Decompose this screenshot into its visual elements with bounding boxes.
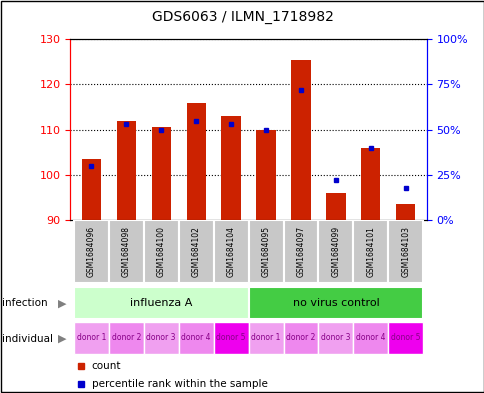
- Text: count: count: [91, 361, 121, 371]
- Bar: [283, 322, 318, 354]
- Bar: [186, 103, 205, 220]
- Text: donor 4: donor 4: [355, 334, 385, 342]
- Bar: [81, 159, 101, 220]
- Text: donor 1: donor 1: [76, 334, 106, 342]
- Text: no virus control: no virus control: [292, 298, 378, 308]
- Text: GSM1684099: GSM1684099: [331, 226, 340, 277]
- Bar: [388, 220, 423, 283]
- Text: GSM1684100: GSM1684100: [156, 226, 166, 277]
- Bar: [74, 220, 108, 283]
- Bar: [178, 322, 213, 354]
- Text: GSM1684098: GSM1684098: [121, 226, 131, 277]
- Bar: [213, 322, 248, 354]
- Bar: [248, 220, 283, 283]
- Text: donor 2: donor 2: [111, 334, 141, 342]
- Text: donor 5: donor 5: [390, 334, 420, 342]
- Bar: [108, 322, 143, 354]
- Text: ▶: ▶: [58, 334, 66, 344]
- Bar: [178, 220, 213, 283]
- Text: GSM1684095: GSM1684095: [261, 226, 270, 277]
- Text: donor 3: donor 3: [146, 334, 176, 342]
- Text: GSM1684102: GSM1684102: [191, 226, 200, 277]
- Bar: [74, 322, 108, 354]
- Bar: [221, 116, 240, 220]
- Bar: [213, 220, 248, 283]
- Text: influenza A: influenza A: [130, 298, 192, 308]
- Bar: [395, 204, 415, 220]
- Bar: [318, 220, 353, 283]
- Bar: [143, 322, 178, 354]
- Text: individual: individual: [2, 334, 53, 344]
- Text: GSM1684104: GSM1684104: [226, 226, 235, 277]
- Text: donor 1: donor 1: [251, 334, 280, 342]
- Text: GSM1684097: GSM1684097: [296, 226, 305, 277]
- Text: GSM1684101: GSM1684101: [365, 226, 375, 277]
- Bar: [116, 121, 136, 220]
- Bar: [388, 322, 423, 354]
- Text: donor 4: donor 4: [181, 334, 211, 342]
- Bar: [318, 322, 353, 354]
- Bar: [151, 127, 170, 220]
- Text: donor 5: donor 5: [216, 334, 245, 342]
- Bar: [326, 193, 345, 220]
- Bar: [283, 220, 318, 283]
- Bar: [143, 220, 178, 283]
- Bar: [74, 287, 248, 318]
- Text: donor 2: donor 2: [286, 334, 315, 342]
- Text: infection: infection: [2, 298, 48, 309]
- Bar: [256, 130, 275, 220]
- Bar: [291, 60, 310, 220]
- Bar: [353, 322, 388, 354]
- Text: donor 3: donor 3: [320, 334, 350, 342]
- Bar: [361, 148, 380, 220]
- Text: ▶: ▶: [58, 298, 66, 309]
- Text: GDS6063 / ILMN_1718982: GDS6063 / ILMN_1718982: [151, 10, 333, 24]
- Text: percentile rank within the sample: percentile rank within the sample: [91, 379, 267, 389]
- Bar: [108, 220, 143, 283]
- Bar: [353, 220, 388, 283]
- Text: GSM1684096: GSM1684096: [87, 226, 96, 277]
- Bar: [248, 322, 283, 354]
- Text: GSM1684103: GSM1684103: [400, 226, 409, 277]
- Bar: [248, 287, 423, 318]
